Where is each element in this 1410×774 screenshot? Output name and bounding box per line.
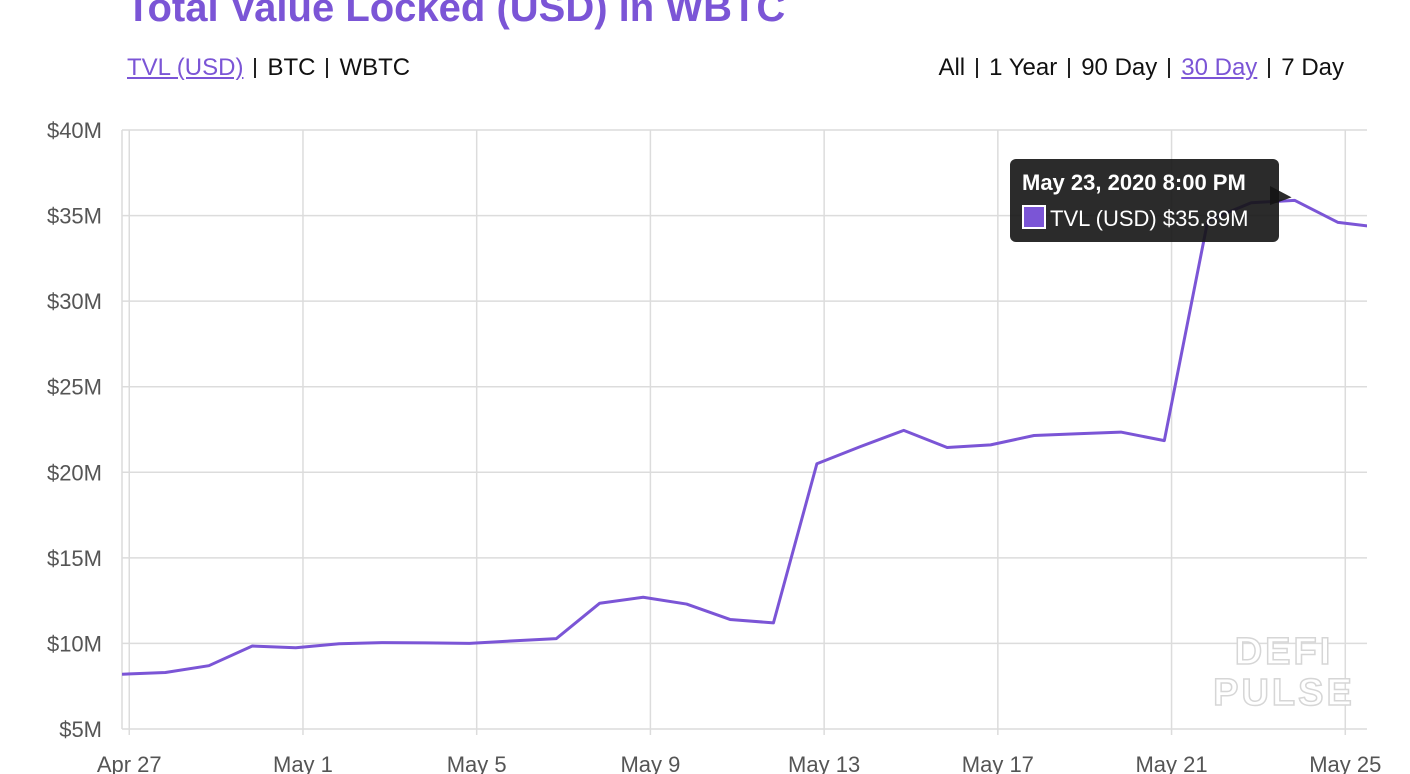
- y-tick-label: $25M: [47, 375, 102, 400]
- tooltip-box: [1010, 159, 1279, 242]
- tooltip-swatch: [1022, 205, 1046, 229]
- x-tick-label: May 5: [447, 752, 507, 774]
- x-tick-label: May 17: [962, 752, 1034, 774]
- y-tick-label: $10M: [47, 631, 102, 656]
- tooltip-title: May 23, 2020 8:00 PM: [1022, 170, 1246, 195]
- tooltip-pointer: [1270, 186, 1292, 205]
- range-tabs: All 1 Year 90 Day 30 Day 7 Day: [938, 54, 1344, 81]
- tooltip-label: TVL (USD) $35.89M: [1050, 206, 1249, 231]
- y-tick-label: $15M: [47, 546, 102, 571]
- metric-tab[interactable]: TVL (USD): [127, 54, 244, 81]
- y-tick-label: $35M: [47, 204, 102, 229]
- x-tick-label: Apr 27: [97, 752, 162, 774]
- metric-tab[interactable]: BTC: [254, 56, 326, 80]
- range-tab[interactable]: 30 Day: [1168, 56, 1268, 80]
- y-tick-label: $5M: [59, 717, 102, 742]
- range-tab[interactable]: All: [938, 54, 966, 81]
- x-tick-label: May 25: [1309, 752, 1381, 774]
- tooltip: May 23, 2020 8:00 PM TVL (USD) $35.89M: [1010, 159, 1292, 242]
- y-tick-label: $40M: [47, 118, 102, 143]
- range-tab[interactable]: 7 Day: [1268, 56, 1344, 80]
- metric-tabs: TVL (USD) BTC WBTC: [127, 54, 410, 81]
- x-tick-label: May 1: [273, 752, 333, 774]
- chart-title: Total Value Locked (USD) in WBTC: [126, 0, 786, 30]
- tooltip-series-name: TVL (USD): [1050, 206, 1157, 231]
- data-line: [122, 198, 1367, 676]
- x-tick-label: May 9: [620, 752, 680, 774]
- tooltip-value: $35.89M: [1163, 206, 1249, 231]
- y-tick-label: $30M: [47, 289, 102, 314]
- range-tab[interactable]: 90 Day: [1068, 56, 1168, 80]
- watermark: PULSE: [1213, 672, 1355, 714]
- y-tick-label: $20M: [47, 460, 102, 485]
- metric-tab[interactable]: WBTC: [326, 56, 410, 80]
- watermark: DEFI: [1235, 631, 1334, 673]
- range-tab[interactable]: 1 Year: [976, 56, 1068, 80]
- x-tick-label: May 21: [1135, 752, 1207, 774]
- x-tick-label: May 13: [788, 752, 860, 774]
